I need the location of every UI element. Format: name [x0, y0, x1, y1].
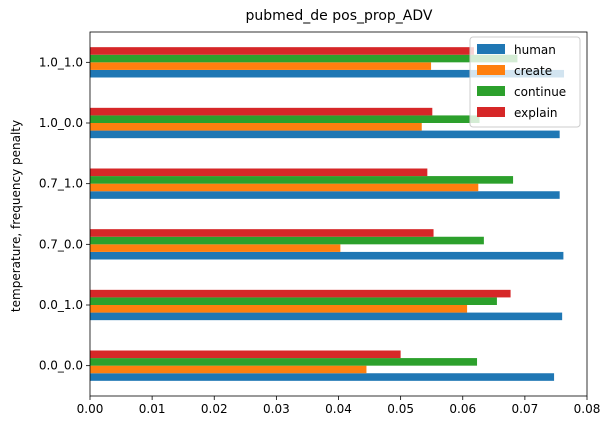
- y-tick-label: 0.0_1.0: [39, 298, 83, 312]
- bar-continue-0.7_0.0: [90, 236, 484, 245]
- bar-create-0.7_1.0: [90, 183, 479, 192]
- legend-label-create: create: [514, 64, 552, 78]
- legend-label-explain: explain: [514, 106, 558, 120]
- bar-continue-0.0_1.0: [90, 297, 497, 305]
- bar-explain-1.0_1.0: [90, 47, 474, 55]
- bar-human-0.0_1.0: [90, 312, 563, 321]
- legend-swatch-explain: [477, 107, 505, 117]
- bar-human-1.0_0.0: [90, 130, 560, 139]
- bar-create-0.0_1.0: [90, 305, 468, 313]
- x-tick-label: 0.00: [77, 402, 104, 416]
- x-tick-label: 0.02: [201, 402, 228, 416]
- x-tick-label: 0.01: [139, 402, 166, 416]
- y-tick-label: 1.0_0.0: [39, 116, 83, 130]
- legend-swatch-human: [477, 44, 505, 54]
- axes-layer: 0.00 0.01 0.02 0.03 0.04 0.05 0.06 0.07 0.08 0.0_…: [39, 31, 601, 416]
- bar-human-0.0_0.0: [90, 373, 555, 381]
- legend-swatch-create: [477, 65, 505, 75]
- y-tick-label: 0.7_0.0: [39, 237, 83, 251]
- bar-explain-0.7_0.0: [90, 229, 434, 237]
- bar-create-1.0_1.0: [90, 62, 432, 70]
- bar-continue-0.0_0.0: [90, 358, 478, 366]
- y-axis-label: temperature, frequency penalty: [9, 120, 23, 312]
- x-tick-label: 0.03: [263, 402, 290, 416]
- x-tick-label: 0.08: [574, 402, 601, 416]
- y-tick-label: 0.7_1.0: [39, 177, 83, 191]
- bar-explain-0.0_0.0: [90, 350, 401, 359]
- chart-title: pubmed_de pos_prop_ADV: [246, 8, 433, 24]
- legend-label-continue: continue: [514, 85, 566, 99]
- x-tick-label: 0.07: [512, 402, 539, 416]
- bar-continue-0.7_1.0: [90, 176, 514, 184]
- legend-swatch-continue: [477, 86, 505, 96]
- bar-create-0.7_0.0: [90, 244, 341, 252]
- bar-create-1.0_0.0: [90, 123, 422, 131]
- x-tick-label: 0.06: [449, 402, 476, 416]
- bar-continue-1.0_0.0: [90, 115, 480, 123]
- bar-continue-1.0_1.0: [90, 54, 518, 63]
- bar-explain-0.0_1.0: [90, 289, 511, 298]
- y-tick-label: 1.0_1.0: [39, 55, 83, 69]
- bar-human-0.7_1.0: [90, 191, 560, 199]
- x-tick-label: 0.04: [325, 402, 352, 416]
- y-tick-label: 0.0_0.0: [39, 359, 83, 373]
- bar-human-1.0_1.0: [90, 69, 565, 78]
- bar-explain-1.0_0.0: [90, 107, 433, 116]
- bar-explain-0.7_1.0: [90, 168, 428, 177]
- x-tick-label: 0.05: [387, 402, 414, 416]
- legend-label-human: human: [514, 43, 556, 57]
- bar-human-0.7_0.0: [90, 251, 564, 260]
- legend: human create continue explain: [469, 36, 581, 128]
- bars-layer: [90, 47, 565, 381]
- bar-create-0.0_0.0: [90, 365, 367, 374]
- legend-box: [469, 36, 581, 128]
